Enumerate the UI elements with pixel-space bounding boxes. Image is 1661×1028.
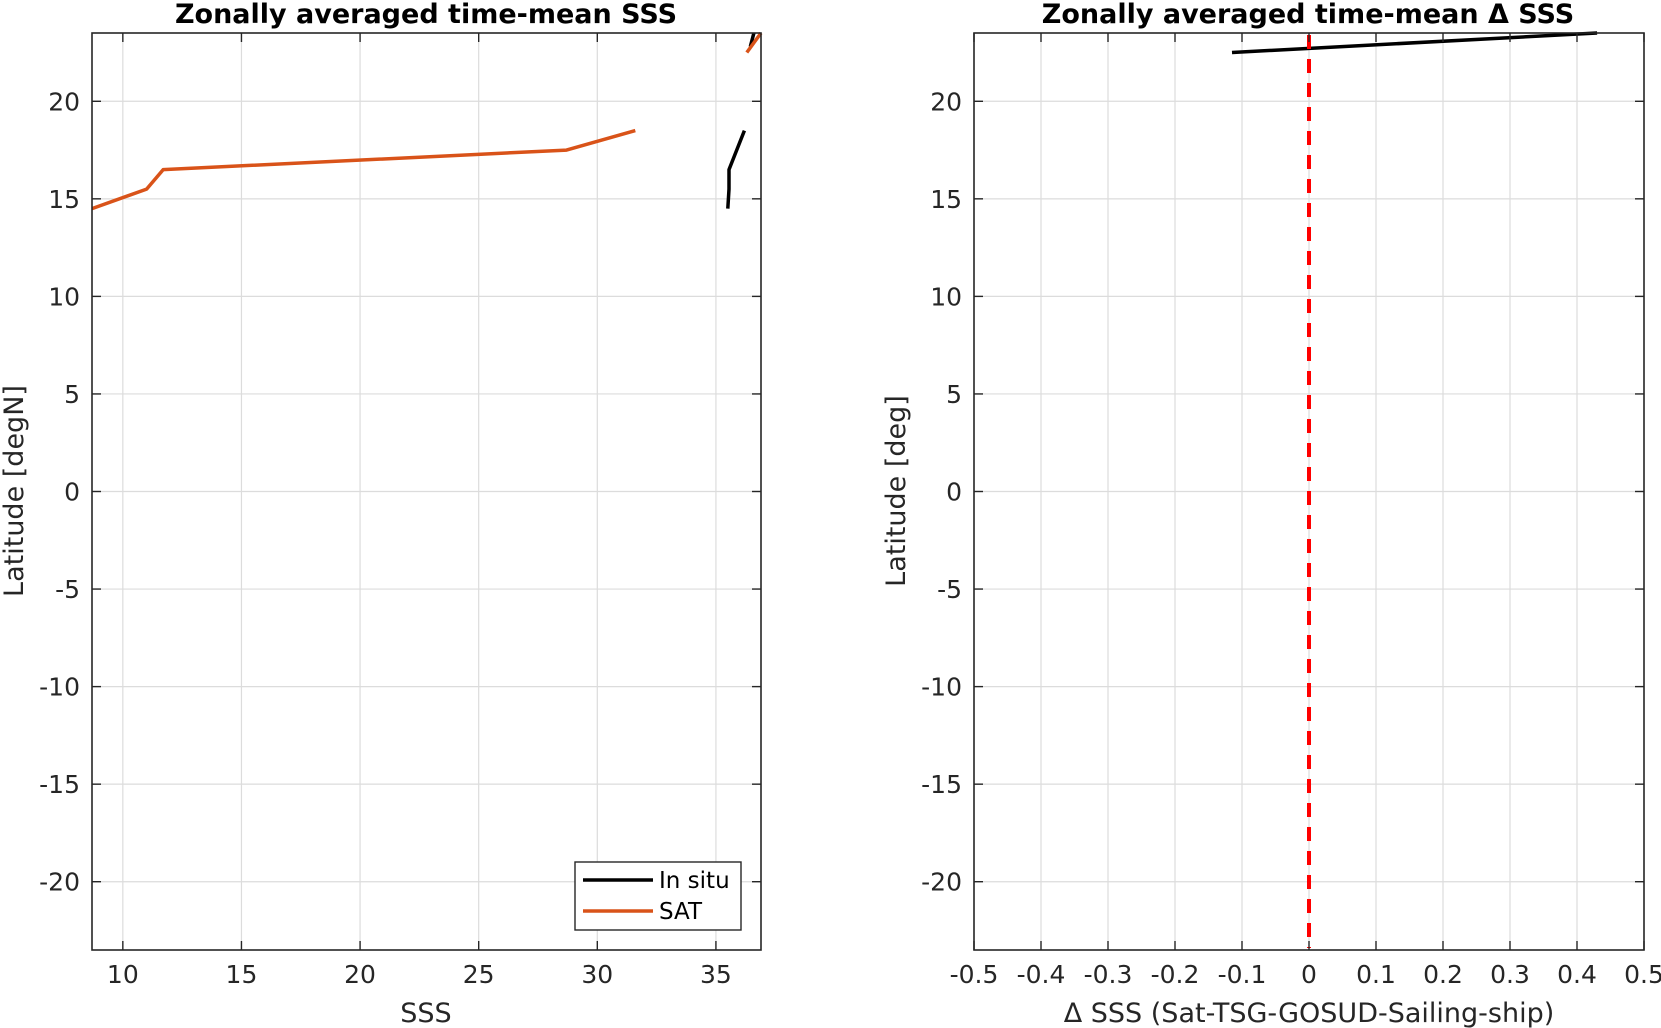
y-tick-label: -10 <box>921 673 962 702</box>
x-tick-label: 25 <box>463 960 495 989</box>
x-tick-label: 15 <box>226 960 258 989</box>
y-tick-label: 5 <box>64 380 80 409</box>
x-tick-label: 0.3 <box>1490 960 1530 989</box>
delta-sss-panel: -0.5 -0.4 -0.3 -0.2 -0.1 0 0.1 0.2 0.3 0.4 0.5 -20 -… <box>881 0 1661 1028</box>
y-tick-label: 0 <box>64 478 80 507</box>
x-tick-label: -0.5 <box>950 960 999 989</box>
series-line-sat <box>745 31 763 54</box>
series-line-sat <box>91 128 636 211</box>
y-tick-label: -5 <box>937 575 962 604</box>
y-tick-label: 5 <box>946 380 962 409</box>
x-tick-label: -0.1 <box>1218 960 1267 989</box>
chart-title: Zonally averaged time-mean Δ SSS <box>1042 0 1574 30</box>
y-tick-label: -15 <box>921 770 962 799</box>
series-group <box>91 31 763 211</box>
ticks: -0.5 -0.4 -0.3 -0.2 -0.1 0 0.1 0.2 0.3 0.4 0.5 -20 -… <box>921 33 1661 989</box>
legend-label-sat: SAT <box>659 899 703 925</box>
chart-title: Zonally averaged time-mean SSS <box>175 0 677 30</box>
grid <box>92 33 761 950</box>
y-tick-label: 20 <box>48 87 80 116</box>
legend: In situ SAT <box>574 861 742 931</box>
y-tick-label: -15 <box>39 770 80 799</box>
y-tick-label: -10 <box>39 673 80 702</box>
series-line-in-situ <box>726 129 747 209</box>
x-tick-label: 20 <box>344 960 376 989</box>
x-tick-label: -0.3 <box>1084 960 1133 989</box>
legend-box <box>574 861 742 931</box>
x-tick-label: 0 <box>1301 960 1317 989</box>
y-tick-label: 20 <box>930 87 962 116</box>
y-axis-label: Latitude [deg] <box>881 395 912 587</box>
x-tick-label: -0.2 <box>1151 960 1200 989</box>
y-axis-label: Latitude [degN] <box>0 385 30 597</box>
ticks: 10 15 20 25 30 35 -20 -15 -10 -5 0 5 10 15 20 <box>39 33 761 989</box>
y-tick-label: 10 <box>48 282 80 311</box>
x-tick-label: 0.5 <box>1624 960 1661 989</box>
x-axis-label: SSS <box>400 998 451 1028</box>
x-tick-label: 0.1 <box>1356 960 1396 989</box>
y-tick-label: -20 <box>921 868 962 897</box>
x-tick-label: 0.2 <box>1423 960 1463 989</box>
y-tick-label: 15 <box>930 185 962 214</box>
y-tick-label: -20 <box>39 868 80 897</box>
x-axis-label: Δ SSS (Sat-TSG-GOSUD-Sailing-ship) <box>1064 998 1555 1028</box>
legend-label-in-situ: In situ <box>659 868 730 894</box>
x-tick-label: 30 <box>581 960 613 989</box>
x-tick-label: 10 <box>107 960 139 989</box>
y-tick-label: -5 <box>55 575 80 604</box>
x-tick-label: 0.4 <box>1557 960 1597 989</box>
x-tick-label: 35 <box>700 960 732 989</box>
y-tick-label: 10 <box>930 282 962 311</box>
series-line-0 <box>1231 31 1598 55</box>
series-group <box>1231 31 1598 948</box>
y-tick-label: 0 <box>946 478 962 507</box>
y-tick-label: 15 <box>48 185 80 214</box>
sss-panel: 10 15 20 25 30 35 -20 -15 -10 -5 0 5 10 15 20 Zonally … <box>0 0 763 1028</box>
x-tick-label: -0.4 <box>1017 960 1066 989</box>
